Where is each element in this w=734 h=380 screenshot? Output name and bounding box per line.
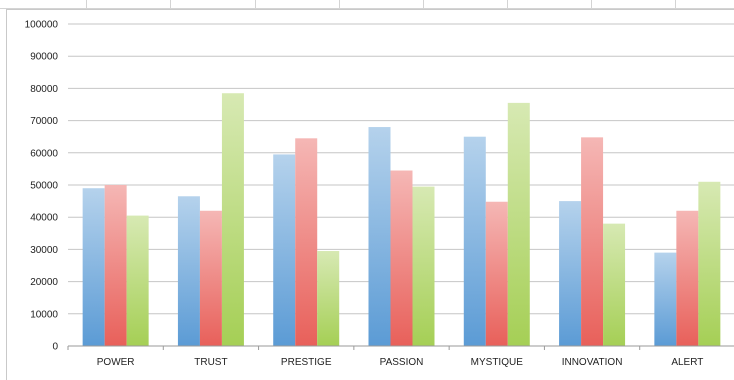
bar-passion-2 [390, 170, 413, 346]
x-tick-label: INNOVATION [562, 357, 623, 368]
y-tick-label: 20000 [30, 277, 58, 288]
bar-trust-1 [177, 196, 200, 346]
bar-power-3 [126, 215, 149, 346]
bar-power-2 [104, 185, 127, 346]
column-divider [675, 0, 676, 8]
bar-passion-1 [368, 127, 391, 346]
bar-innovation-3 [603, 223, 626, 346]
x-tick-label: PASSION [380, 357, 424, 368]
y-axis-tick-labels: 0 10000 20000 30000 40000 50000 60000 70000 8000… [25, 20, 59, 353]
bar-prestige-2 [295, 138, 318, 346]
column-divider [170, 0, 171, 8]
y-tick-label: 10000 [30, 309, 58, 320]
bar-chart: 0 10000 20000 30000 40000 50000 60000 70000 8000… [25, 20, 734, 368]
bar-alert-2 [676, 210, 699, 346]
column-divider [86, 0, 87, 8]
bar-passion-3 [412, 186, 435, 346]
bars [82, 93, 721, 346]
bar-innovation-2 [581, 137, 604, 346]
column-divider [591, 0, 592, 8]
y-tick-label: 60000 [30, 148, 58, 159]
y-tick-label: 100000 [25, 20, 59, 31]
y-tick-label: 70000 [30, 116, 58, 127]
y-tick-label: 0 [52, 342, 58, 353]
y-tick-label: 30000 [30, 245, 58, 256]
bar-alert-3 [698, 181, 721, 346]
bar-mystique-1 [463, 136, 486, 346]
x-tick-label: POWER [97, 357, 135, 368]
bar-mystique-3 [507, 102, 530, 346]
bar-prestige-1 [273, 154, 296, 346]
bar-mystique-2 [485, 201, 508, 346]
x-tick-label: TRUST [194, 357, 227, 368]
bar-innovation-1 [559, 201, 582, 346]
y-tick-label: 50000 [30, 181, 58, 192]
column-divider [339, 0, 340, 8]
bar-trust-2 [199, 210, 222, 346]
bar-alert-1 [654, 252, 677, 346]
x-axis-tick-labels: POWER TRUST PRESTIGE PASSION MYSTIQUE INNOVAT… [67, 346, 703, 368]
column-divider [255, 0, 256, 8]
chart-area[interactable]: 0 10000 20000 30000 40000 50000 60000 70000 8000… [6, 9, 734, 380]
column-header-strip [0, 0, 734, 9]
y-tick-label: 90000 [30, 52, 58, 63]
x-tick-label: MYSTIQUE [471, 357, 524, 368]
y-tick-label: 80000 [30, 84, 58, 95]
column-divider [423, 0, 424, 8]
column-divider [507, 0, 508, 8]
bar-prestige-3 [317, 251, 340, 346]
x-tick-label: PRESTIGE [281, 357, 332, 368]
bar-power-1 [82, 188, 105, 346]
x-tick-label: ALERT [671, 357, 703, 368]
bar-trust-3 [221, 93, 244, 346]
y-tick-label: 40000 [30, 213, 58, 224]
